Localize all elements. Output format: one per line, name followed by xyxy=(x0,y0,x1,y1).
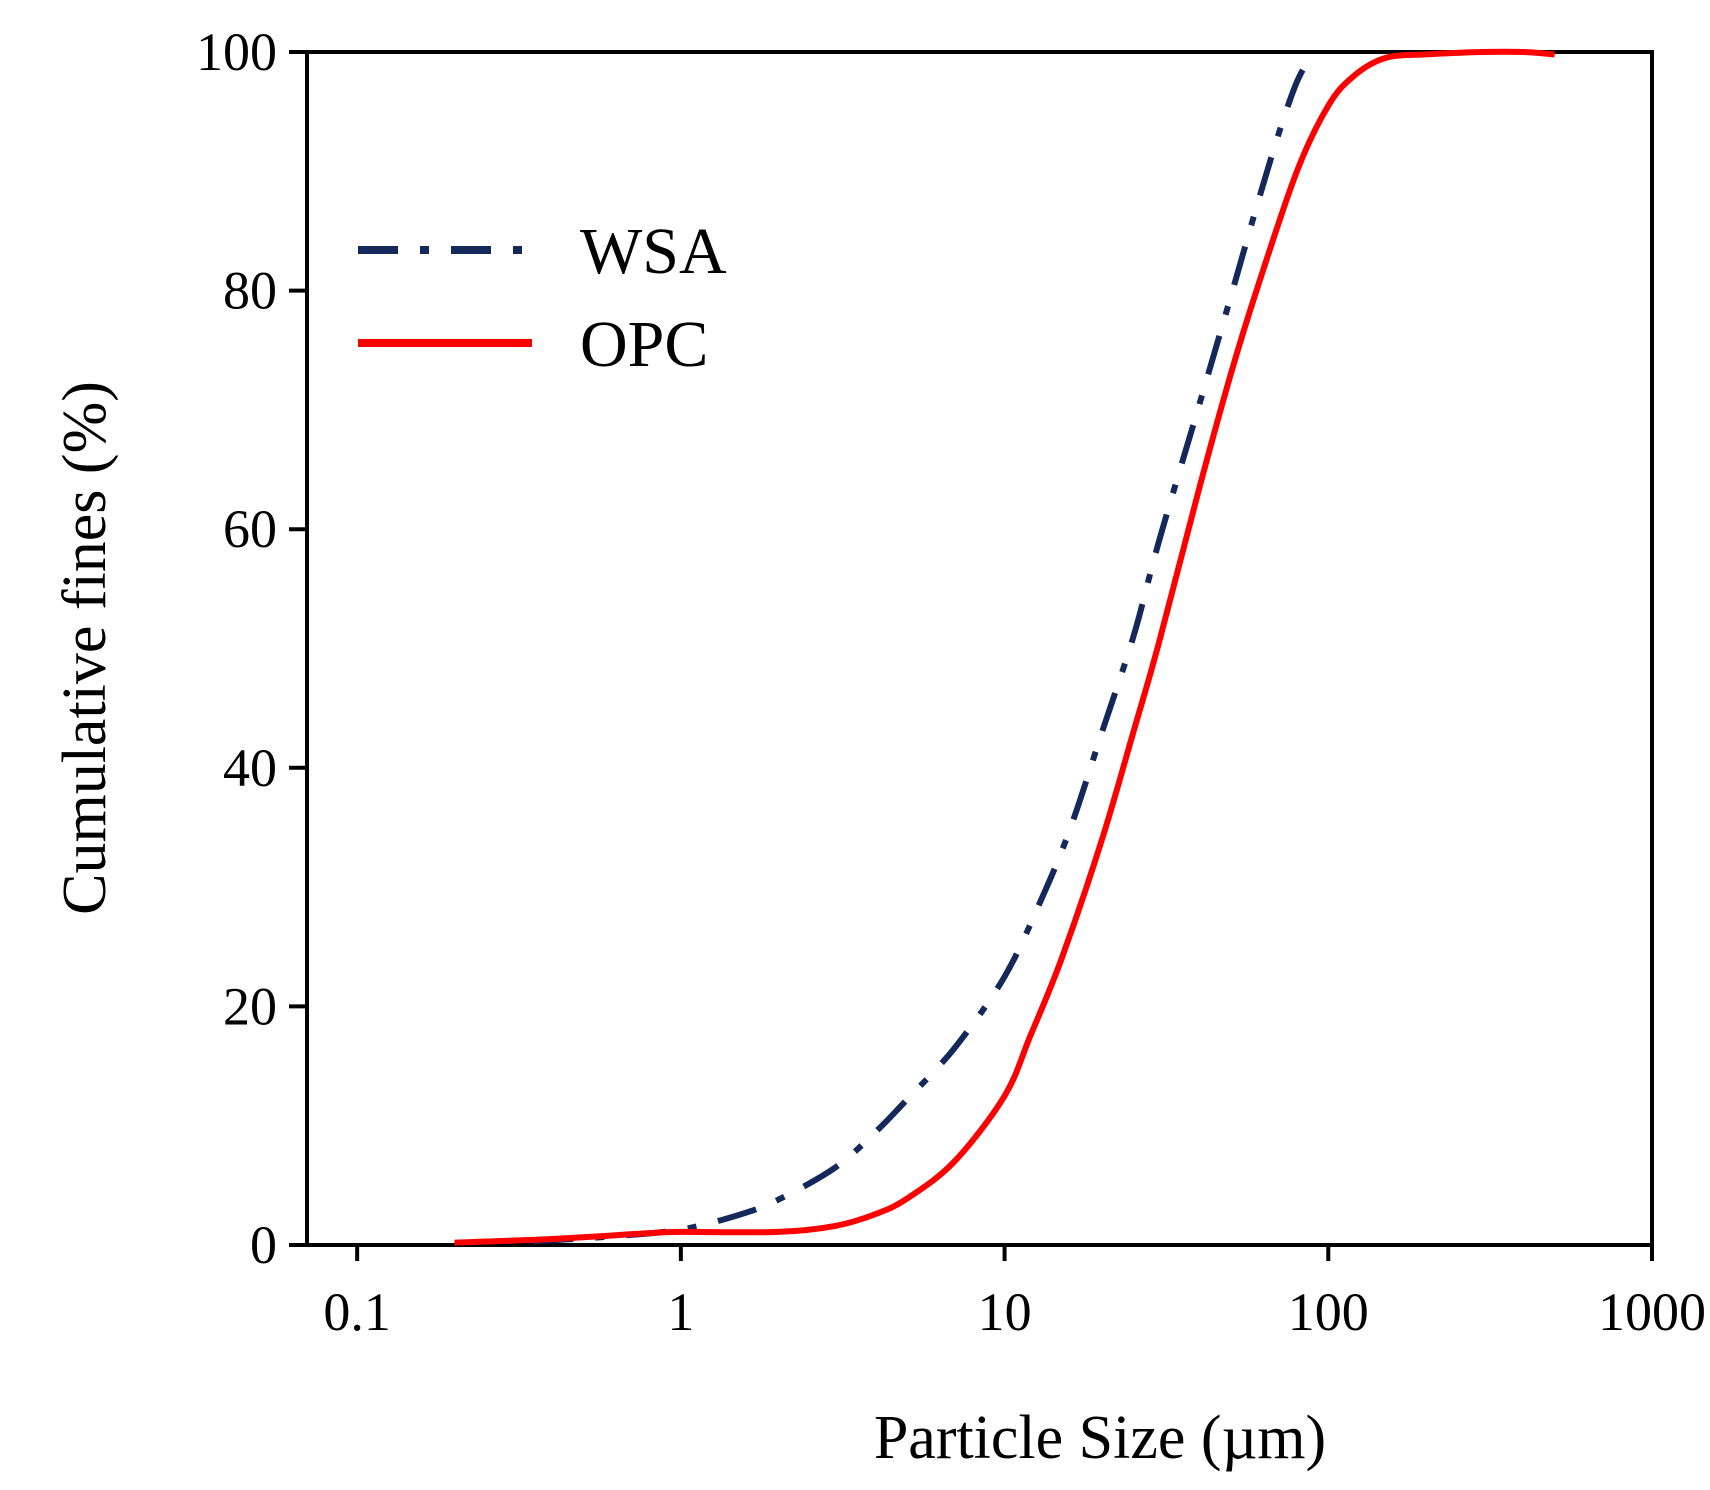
plot-area xyxy=(305,50,1654,1247)
y-axis-ticks: 0 20 40 60 80 100 xyxy=(196,22,307,1275)
y-axis-label: Cumulative fines (%) xyxy=(51,381,119,915)
x-tick-label: 0.1 xyxy=(323,1282,391,1342)
y-tick-label: 0 xyxy=(250,1215,277,1275)
legend-label-wsa: WSA xyxy=(580,215,727,288)
series-line-opc xyxy=(454,48,1555,1246)
legend: WSA OPC xyxy=(358,215,727,381)
legend-label-opc: OPC xyxy=(580,308,708,381)
y-tick-label: 80 xyxy=(223,261,277,321)
y-tick-label: 100 xyxy=(196,22,277,82)
series-line-wsa xyxy=(533,50,1317,1245)
x-tick-label: 100 xyxy=(1288,1282,1369,1342)
y-tick-label: 40 xyxy=(223,738,277,798)
x-tick-label: 1000 xyxy=(1598,1282,1706,1342)
x-axis-ticks: 0.1 1 10 100 1000 xyxy=(323,1245,1706,1342)
x-tick-label: 1 xyxy=(667,1282,694,1342)
y-tick-label: 60 xyxy=(223,499,277,559)
y-tick-label: 20 xyxy=(223,976,277,1036)
series-layer xyxy=(454,48,1555,1246)
x-axis-label: Particle Size (µm) xyxy=(874,1404,1326,1472)
x-tick-label: 10 xyxy=(978,1282,1032,1342)
plot-frame xyxy=(305,50,1654,1247)
